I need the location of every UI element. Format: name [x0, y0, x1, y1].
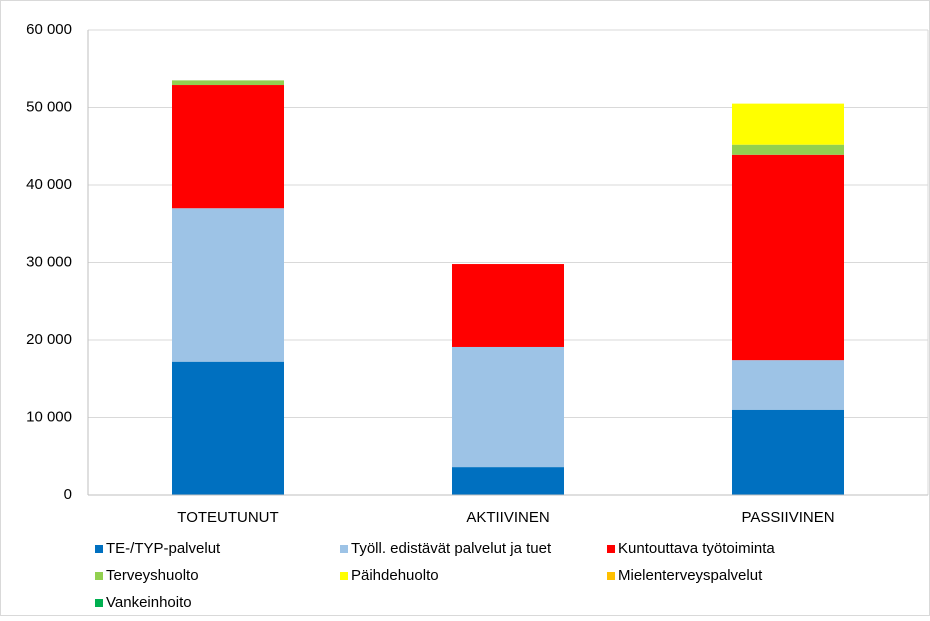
y-tick-label: 40 000	[26, 176, 72, 193]
legend-swatch	[607, 572, 615, 580]
bar-segment	[732, 154, 844, 361]
bar-segment	[172, 361, 284, 495]
legend-swatch	[607, 545, 615, 553]
bar-segment	[172, 208, 284, 362]
bar-segment	[172, 80, 284, 86]
y-tick-label: 0	[64, 486, 72, 503]
legend-swatch	[340, 572, 348, 580]
bar-segment	[452, 467, 564, 495]
y-tick-label: 60 000	[26, 21, 72, 38]
legend-label: Terveyshuolto	[106, 567, 199, 584]
y-tick-label: 10 000	[26, 408, 72, 425]
y-tick-label: 20 000	[26, 331, 72, 348]
bar-segment	[452, 264, 564, 347]
bar-segment	[732, 360, 844, 410]
bar-segment	[732, 103, 844, 145]
y-tick-label: 30 000	[26, 253, 72, 270]
legend-swatch	[95, 545, 103, 553]
legend-label: Päihdehuolto	[351, 567, 439, 584]
x-tick-label: TOTEUTUNUT	[177, 509, 278, 526]
legend-label: Kuntouttava työtoiminta	[618, 540, 775, 557]
legend-label: Mielenterveyspalvelut	[618, 567, 763, 584]
legend-swatch	[340, 545, 348, 553]
bar-segment	[452, 346, 564, 468]
bar-segment	[732, 144, 844, 155]
legend-label: Työll. edistävät palvelut ja tuet	[351, 540, 552, 557]
legend-label: TE-/TYP-palvelut	[106, 540, 221, 557]
x-tick-label: PASSIIVINEN	[741, 509, 834, 526]
legend-label: Vankeinhoito	[106, 594, 192, 611]
legend-swatch	[95, 572, 103, 580]
x-tick-label: AKTIIVINEN	[466, 509, 549, 526]
legend-swatch	[95, 599, 103, 607]
bar-segment	[172, 85, 284, 209]
y-tick-label: 50 000	[26, 98, 72, 115]
bar-segment	[732, 409, 844, 495]
